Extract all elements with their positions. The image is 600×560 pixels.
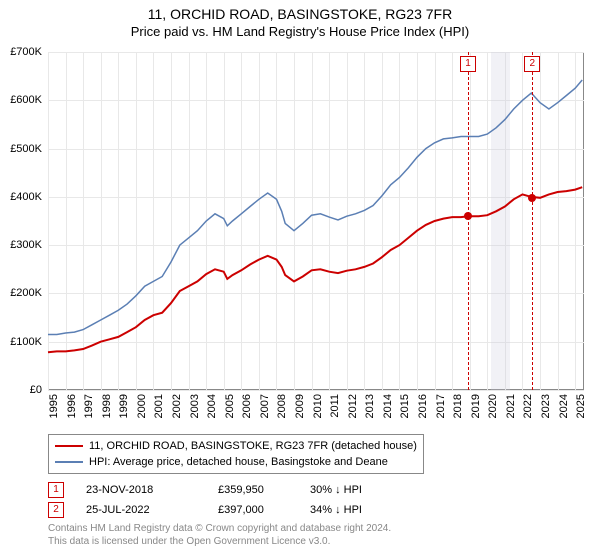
x-tick-label: 2004 xyxy=(206,394,218,418)
x-tick-label: 2003 xyxy=(189,394,201,418)
transaction-dot xyxy=(528,194,536,202)
legend-row: 11, ORCHID ROAD, BASINGSTOKE, RG23 7FR (… xyxy=(55,438,417,454)
x-tick-label: 1998 xyxy=(101,394,113,418)
legend-block: 11, ORCHID ROAD, BASINGSTOKE, RG23 7FR (… xyxy=(48,434,584,548)
plot-area: 12 xyxy=(48,52,584,390)
chart-subtitle: Price paid vs. HM Land Registry's House … xyxy=(0,22,600,43)
legend-box: 11, ORCHID ROAD, BASINGSTOKE, RG23 7FR (… xyxy=(48,434,424,474)
x-tick-label: 2006 xyxy=(241,394,253,418)
y-tick-label: £300K xyxy=(0,239,42,251)
legend-swatch xyxy=(55,461,83,463)
transaction-marker-box: 2 xyxy=(48,502,64,518)
x-tick-label: 1995 xyxy=(48,394,60,418)
x-tick-label: 2018 xyxy=(452,394,464,418)
transaction-vs-hpi: 30% ↓ HPI xyxy=(310,484,400,496)
x-tick-label: 2022 xyxy=(522,394,534,418)
transaction-table: 1 23-NOV-2018 £359,950 30% ↓ HPI 2 25-JU… xyxy=(48,482,584,518)
transaction-date: 23-NOV-2018 xyxy=(86,484,196,496)
y-tick-label: £400K xyxy=(0,191,42,203)
y-tick-label: £200K xyxy=(0,287,42,299)
y-tick-label: £700K xyxy=(0,46,42,58)
x-tick-label: 2014 xyxy=(382,394,394,418)
y-tick-label: £500K xyxy=(0,143,42,155)
transaction-date: 25-JUL-2022 xyxy=(86,504,196,516)
y-tick-label: £100K xyxy=(0,336,42,348)
transaction-marker-label: 1 xyxy=(460,56,476,72)
series-line xyxy=(48,187,582,352)
x-tick-label: 2008 xyxy=(276,394,288,418)
transaction-row: 1 23-NOV-2018 £359,950 30% ↓ HPI xyxy=(48,482,584,498)
y-tick-label: £600K xyxy=(0,94,42,106)
legend-row: HPI: Average price, detached house, Basi… xyxy=(55,454,417,470)
legend-label: HPI: Average price, detached house, Basi… xyxy=(89,454,388,470)
x-tick-label: 1999 xyxy=(118,394,130,418)
series-lines xyxy=(48,52,584,390)
x-tick-label: 2016 xyxy=(417,394,429,418)
x-tick-label: 2010 xyxy=(312,394,324,418)
transaction-marker-box: 1 xyxy=(48,482,64,498)
x-tick-label: 2002 xyxy=(171,394,183,418)
transaction-vs-hpi: 34% ↓ HPI xyxy=(310,504,400,516)
footnote-line: This data is licensed under the Open Gov… xyxy=(48,535,584,548)
footnote: Contains HM Land Registry data © Crown c… xyxy=(48,522,584,548)
transaction-price: £397,000 xyxy=(218,504,288,516)
footnote-line: Contains HM Land Registry data © Crown c… xyxy=(48,522,584,535)
chart-container: 11, ORCHID ROAD, BASINGSTOKE, RG23 7FR P… xyxy=(0,0,600,560)
x-tick-label: 1997 xyxy=(83,394,95,418)
x-tick-label: 2019 xyxy=(470,394,482,418)
x-tick-label: 2011 xyxy=(329,394,341,418)
y-tick-label: £0 xyxy=(0,384,42,396)
x-tick-label: 2024 xyxy=(558,394,570,418)
gridline-h xyxy=(48,390,584,391)
x-tick-label: 2025 xyxy=(575,394,587,418)
x-tick-label: 2020 xyxy=(487,394,499,418)
transaction-price: £359,950 xyxy=(218,484,288,496)
x-tick-label: 2001 xyxy=(153,394,165,418)
x-tick-label: 2007 xyxy=(259,394,271,418)
x-tick-label: 2009 xyxy=(294,394,306,418)
chart-title: 11, ORCHID ROAD, BASINGSTOKE, RG23 7FR xyxy=(0,0,600,22)
x-tick-label: 2005 xyxy=(224,394,236,418)
transaction-marker-label: 2 xyxy=(524,56,540,72)
transaction-vline xyxy=(468,52,469,390)
x-tick-label: 2012 xyxy=(347,394,359,418)
x-tick-label: 2023 xyxy=(540,394,552,418)
x-tick-label: 2015 xyxy=(399,394,411,418)
x-tick-label: 2021 xyxy=(505,394,517,418)
legend-label: 11, ORCHID ROAD, BASINGSTOKE, RG23 7FR (… xyxy=(89,438,417,454)
transaction-row: 2 25-JUL-2022 £397,000 34% ↓ HPI xyxy=(48,502,584,518)
x-tick-label: 1996 xyxy=(66,394,78,418)
x-tick-label: 2000 xyxy=(136,394,148,418)
transaction-dot xyxy=(464,212,472,220)
x-tick-label: 2017 xyxy=(435,394,447,418)
x-tick-label: 2013 xyxy=(364,394,376,418)
legend-swatch xyxy=(55,445,83,447)
transaction-vline xyxy=(532,52,533,390)
